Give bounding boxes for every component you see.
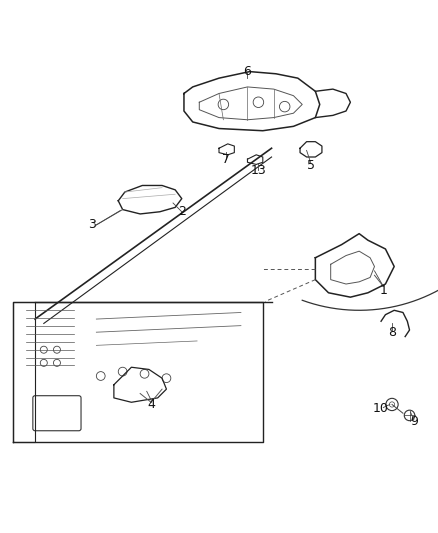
Text: 4: 4	[147, 398, 155, 411]
Text: 13: 13	[251, 164, 266, 176]
Text: 10: 10	[373, 402, 389, 415]
Text: 2: 2	[178, 205, 186, 218]
Text: 8: 8	[388, 326, 396, 338]
Text: 3: 3	[88, 219, 96, 231]
Text: 6: 6	[244, 65, 251, 78]
Text: 1: 1	[379, 284, 387, 297]
Text: 7: 7	[222, 152, 230, 166]
Text: 5: 5	[307, 159, 315, 172]
Text: 9: 9	[410, 416, 418, 429]
